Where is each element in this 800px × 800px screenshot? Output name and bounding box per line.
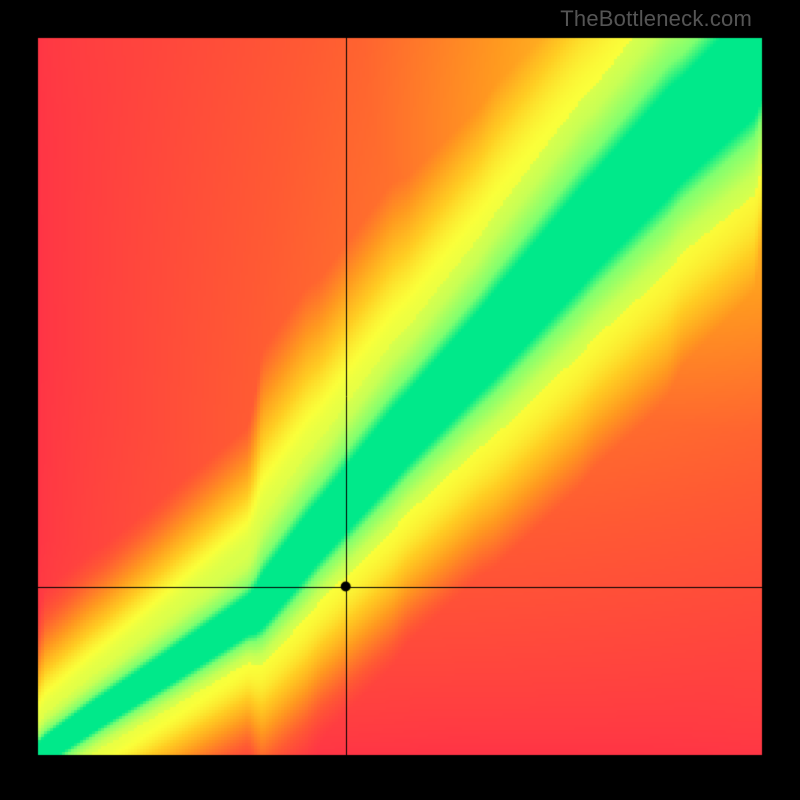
watermark-text: TheBottleneck.com [560, 6, 752, 32]
chart-container: TheBottleneck.com [0, 0, 800, 800]
heatmap-canvas [0, 0, 800, 800]
